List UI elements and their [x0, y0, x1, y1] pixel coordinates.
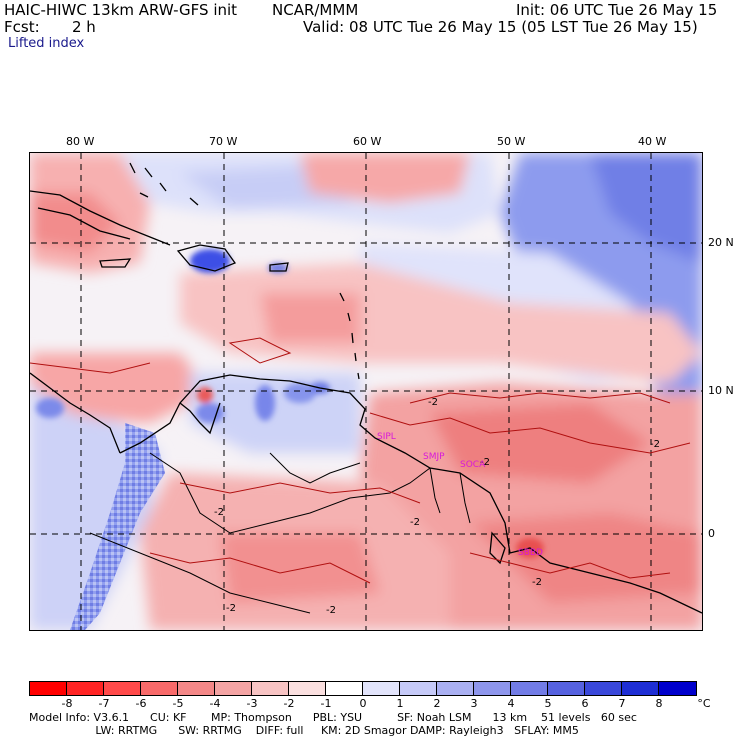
- lon-label-50w: 50 W: [497, 135, 526, 148]
- colorbar-segment: [252, 682, 289, 695]
- colorbar-tick-label: 4: [507, 697, 515, 710]
- valid-time: Valid: 08 UTC Tue 26 May 15 (05 LST Tue …: [303, 18, 698, 36]
- contour-label: -2: [226, 603, 236, 614]
- station-soca: SOCA: [460, 460, 486, 470]
- lon-label-60w: 60 W: [353, 135, 382, 148]
- org-label: NCAR/MMM: [272, 1, 359, 19]
- colorbar-segment: [474, 682, 511, 695]
- colorbar-tick-label: 8: [655, 697, 663, 710]
- graticule: [30, 153, 702, 630]
- colorbar-tick-label: 6: [581, 697, 589, 710]
- colorbar-tick-label: -4: [209, 697, 221, 710]
- field-shading: [30, 153, 702, 630]
- station-smjp: SMJP: [423, 452, 445, 462]
- colorbar-tick-label: -1: [320, 697, 332, 710]
- map-svg: -2 -2 -2 -2 -2 -2 -2 -2: [30, 153, 702, 630]
- colorbar-segment: [289, 682, 326, 695]
- contour-label: -2: [480, 457, 490, 468]
- model-info-line2: LW: RRTMG SW: RRTMG DIFF: full KM: 2D Sm…: [29, 724, 579, 737]
- lat-label-0: 0: [708, 527, 715, 540]
- colorbar: [29, 681, 697, 696]
- colorbar-tick-label: 3: [470, 697, 478, 710]
- lon-label-70w: 70 W: [209, 135, 238, 148]
- init-time: Init: 06 UTC Tue 26 May 15: [516, 1, 718, 19]
- fcst-label: Fcst:: [4, 18, 40, 36]
- colorbar-tick-label: -3: [246, 697, 258, 710]
- colorbar-segment: [30, 682, 67, 695]
- contour-label-group: -2 -2 -2 -2 -2 -2 -2 -2: [214, 397, 660, 616]
- colorbar-segment: [326, 682, 363, 695]
- colorbar-tick-label: -6: [135, 697, 147, 710]
- colorbar-segment: [548, 682, 585, 695]
- colorbar-segment: [659, 682, 696, 695]
- lifted-index-map: -2 -2 -2 -2 -2 -2 -2 -2 SIPL SMJP SOCA S…: [29, 152, 703, 631]
- contour-label: -2: [428, 397, 438, 408]
- colorbar-segment: [67, 682, 104, 695]
- colorbar-segment: [585, 682, 622, 695]
- contour-label: -2: [532, 577, 542, 588]
- contour-label: -2: [650, 439, 660, 450]
- colorbar-segment: [178, 682, 215, 695]
- colorbar-segment: [141, 682, 178, 695]
- contour-label: -2: [410, 517, 420, 528]
- model-title: HAIC-HIWC 13km ARW-GFS init: [4, 1, 238, 19]
- colorbar-tick-label: 0: [359, 697, 367, 710]
- colorbar-unit: °C: [697, 697, 711, 710]
- model-info-line1: Model Info: V3.6.1 CU: KF MP: Thompson P…: [29, 711, 637, 724]
- colorbar-tick-label: -5: [172, 697, 184, 710]
- colorbar-segment: [363, 682, 400, 695]
- colorbar-tick-label: 1: [396, 697, 404, 710]
- colorbar-segment: [437, 682, 474, 695]
- colorbar-segment: [511, 682, 548, 695]
- colorbar-segment: [104, 682, 141, 695]
- coastlines: [30, 162, 702, 614]
- colorbar-tick-label: -2: [283, 697, 295, 710]
- colorbar-tick-label: 5: [544, 697, 552, 710]
- colorbar-segment: [622, 682, 659, 695]
- contour-label: -2: [326, 605, 336, 616]
- station-sbbd: SBBD: [518, 548, 543, 558]
- lon-label-80w: 80 W: [66, 135, 95, 148]
- field-name: Lifted index: [8, 36, 85, 51]
- colorbar-segment: [215, 682, 252, 695]
- colorbar-tick-label: -7: [98, 697, 110, 710]
- fcst-value: 2 h: [72, 18, 96, 36]
- lon-label-40w: 40 W: [638, 135, 667, 148]
- contour-label: -2: [214, 507, 224, 518]
- colorbar-segment: [400, 682, 437, 695]
- lat-label-10n: 10 N: [708, 384, 734, 397]
- andes-speckle: [70, 423, 165, 630]
- station-sipl: SIPL: [377, 432, 396, 442]
- colorbar-tick-label: 7: [618, 697, 626, 710]
- colorbar-tick-label: 2: [433, 697, 441, 710]
- lat-label-20n: 20 N: [708, 236, 734, 249]
- contour-lines: [30, 337, 691, 584]
- colorbar-tick-label: -8: [61, 697, 73, 710]
